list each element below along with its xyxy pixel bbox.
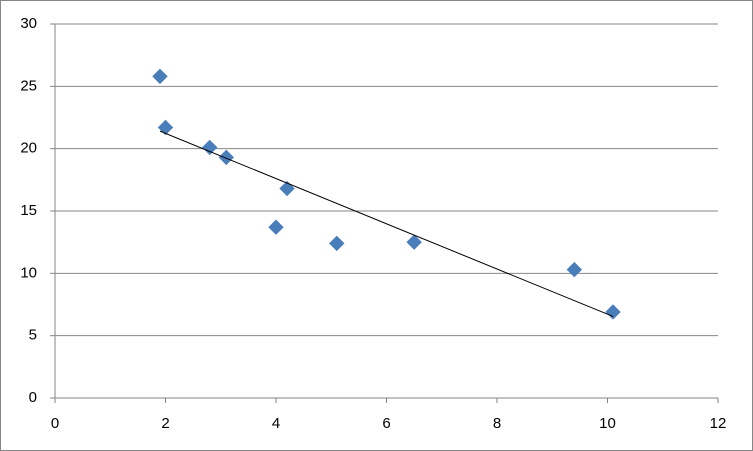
x-tick-label: 8 bbox=[493, 415, 501, 432]
y-tick-label: 10 bbox=[20, 264, 37, 281]
y-tick-label: 0 bbox=[29, 389, 37, 406]
x-tick-label: 12 bbox=[710, 415, 727, 432]
x-tick-label: 2 bbox=[161, 415, 169, 432]
point bbox=[157, 119, 174, 136]
point bbox=[268, 219, 284, 235]
x-tick-label: 10 bbox=[599, 415, 616, 432]
y-tick-label: 30 bbox=[20, 15, 37, 32]
point bbox=[218, 149, 234, 166]
point bbox=[406, 234, 422, 250]
point bbox=[329, 235, 345, 252]
trendline bbox=[159, 130, 614, 317]
x-tick-label: 4 bbox=[272, 415, 280, 432]
y-tick-label: 15 bbox=[20, 202, 37, 219]
x-tick-label: 0 bbox=[51, 415, 59, 432]
y-tick-label: 5 bbox=[29, 327, 37, 344]
x-tick-label: 6 bbox=[382, 415, 390, 432]
point bbox=[201, 139, 218, 156]
y-tick-label: 20 bbox=[20, 140, 37, 157]
y-tick-label: 25 bbox=[20, 77, 37, 94]
point bbox=[566, 261, 583, 278]
point bbox=[152, 68, 168, 85]
